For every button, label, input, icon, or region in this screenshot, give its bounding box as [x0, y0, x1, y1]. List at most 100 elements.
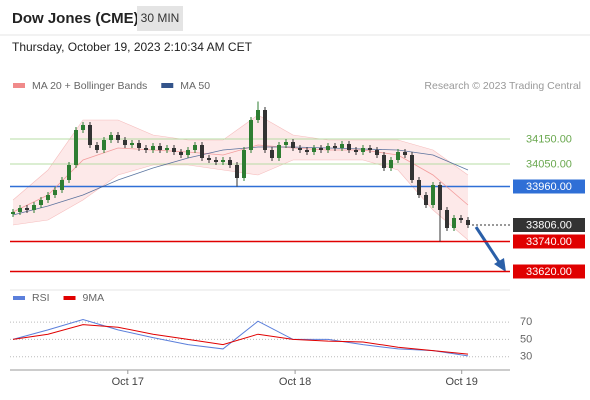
legend-swatch: [63, 296, 76, 300]
level-label: 33740.00: [526, 236, 572, 248]
x-tick-label: Oct 18: [279, 376, 311, 388]
candle-body: [284, 142, 288, 145]
candle-body: [312, 148, 316, 152]
level-label: 33620.00: [526, 266, 572, 278]
candle-body: [270, 150, 274, 158]
candle-body: [242, 150, 246, 178]
candle-body: [130, 143, 134, 145]
candle-body: [424, 195, 428, 205]
candle-body: [221, 160, 225, 162]
candle-body: [109, 135, 113, 140]
candle-body: [438, 185, 442, 210]
candle-body: [81, 125, 85, 130]
candle-body: [151, 146, 155, 150]
candle-body: [11, 212, 15, 214]
candle-body: [354, 150, 358, 152]
candle-body: [466, 220, 470, 225]
indicator-line: [12, 318, 469, 357]
candle-body: [333, 146, 337, 148]
timeframe[interactable]: 30 MIN: [141, 11, 180, 25]
candle-body: [417, 180, 421, 195]
candle-body: [347, 144, 351, 150]
legend-label: 9MA: [83, 292, 105, 304]
candle-body: [214, 160, 218, 162]
candle-body: [459, 218, 463, 220]
candle-body: [207, 158, 211, 160]
legend-label: MA 50: [180, 80, 210, 92]
candle-body: [403, 152, 407, 155]
moving-average: [12, 146, 469, 216]
candle-body: [396, 152, 400, 160]
forecast-arrow: [474, 226, 503, 266]
candle-body: [452, 218, 456, 228]
level-label: 34050.00: [526, 158, 572, 170]
legend-label: MA 20 + Bollinger Bands: [32, 80, 147, 92]
candle-body: [25, 208, 29, 210]
candle-body: [277, 145, 281, 158]
band-lower: [12, 159, 469, 241]
level-label: 34150.00: [526, 133, 572, 145]
candle-body: [46, 195, 50, 200]
candle-body: [291, 142, 295, 148]
source: Research © 2023 Trading Central: [424, 80, 581, 92]
band-upper: [12, 114, 469, 201]
candle-body: [39, 200, 43, 205]
legend-swatch: [13, 83, 25, 88]
candle-body: [361, 148, 365, 152]
level-label-box: [513, 234, 585, 249]
candle-body: [165, 148, 169, 150]
candle-body: [186, 150, 190, 155]
title: Dow Jones (CME): [12, 10, 139, 27]
candle-body: [137, 143, 141, 148]
candle-body: [179, 152, 183, 155]
candle-body: [228, 160, 232, 165]
candle-body: [305, 150, 309, 152]
candle-body: [319, 148, 323, 150]
candle-body: [158, 146, 162, 150]
legend-label: RSI: [32, 292, 50, 304]
candle-body: [116, 135, 120, 140]
candle-body: [368, 148, 372, 150]
candle-body: [102, 140, 106, 150]
indicator-line: [12, 324, 469, 355]
candle-body: [298, 148, 302, 150]
candle-body: [410, 155, 414, 180]
candle-body: [18, 208, 22, 212]
y-tick-label: 70: [520, 316, 532, 328]
legend-swatch: [13, 296, 25, 300]
timeframe-badge[interactable]: [137, 6, 183, 31]
candle-body: [326, 146, 330, 150]
candle-body: [32, 205, 36, 210]
candle-body: [200, 145, 204, 158]
candle-body: [123, 140, 127, 145]
candle-body: [375, 150, 379, 155]
candle-body: [249, 120, 253, 150]
candle-body: [172, 148, 176, 152]
candle-body: [60, 180, 64, 190]
legend-swatch: [161, 83, 174, 88]
candle-body: [389, 160, 393, 168]
level-label: 33960.00: [526, 181, 572, 193]
candle-body: [263, 110, 267, 150]
y-tick-label: 30: [520, 351, 532, 363]
bollinger-band: [13, 115, 468, 240]
x-tick-label: Oct 17: [112, 376, 144, 388]
candle-body: [431, 185, 435, 205]
y-tick-label: 50: [520, 333, 532, 345]
level-label: 33806.00: [526, 219, 572, 231]
candle-body: [193, 145, 197, 150]
timestamp: Thursday, October 19, 2023 2:10:34 AM CE…: [12, 40, 253, 54]
forecast-arrow-head: [494, 258, 506, 272]
candle-body: [445, 210, 449, 228]
candle-body: [382, 155, 386, 168]
level-label-box: [513, 218, 585, 232]
level-label-box: [513, 264, 585, 279]
candle-body: [95, 145, 99, 150]
candle-body: [88, 125, 92, 145]
candle-body: [340, 144, 344, 148]
candle-body: [256, 110, 260, 120]
candle-body: [67, 165, 71, 180]
candle-body: [74, 130, 78, 165]
moving-average: [12, 144, 469, 213]
